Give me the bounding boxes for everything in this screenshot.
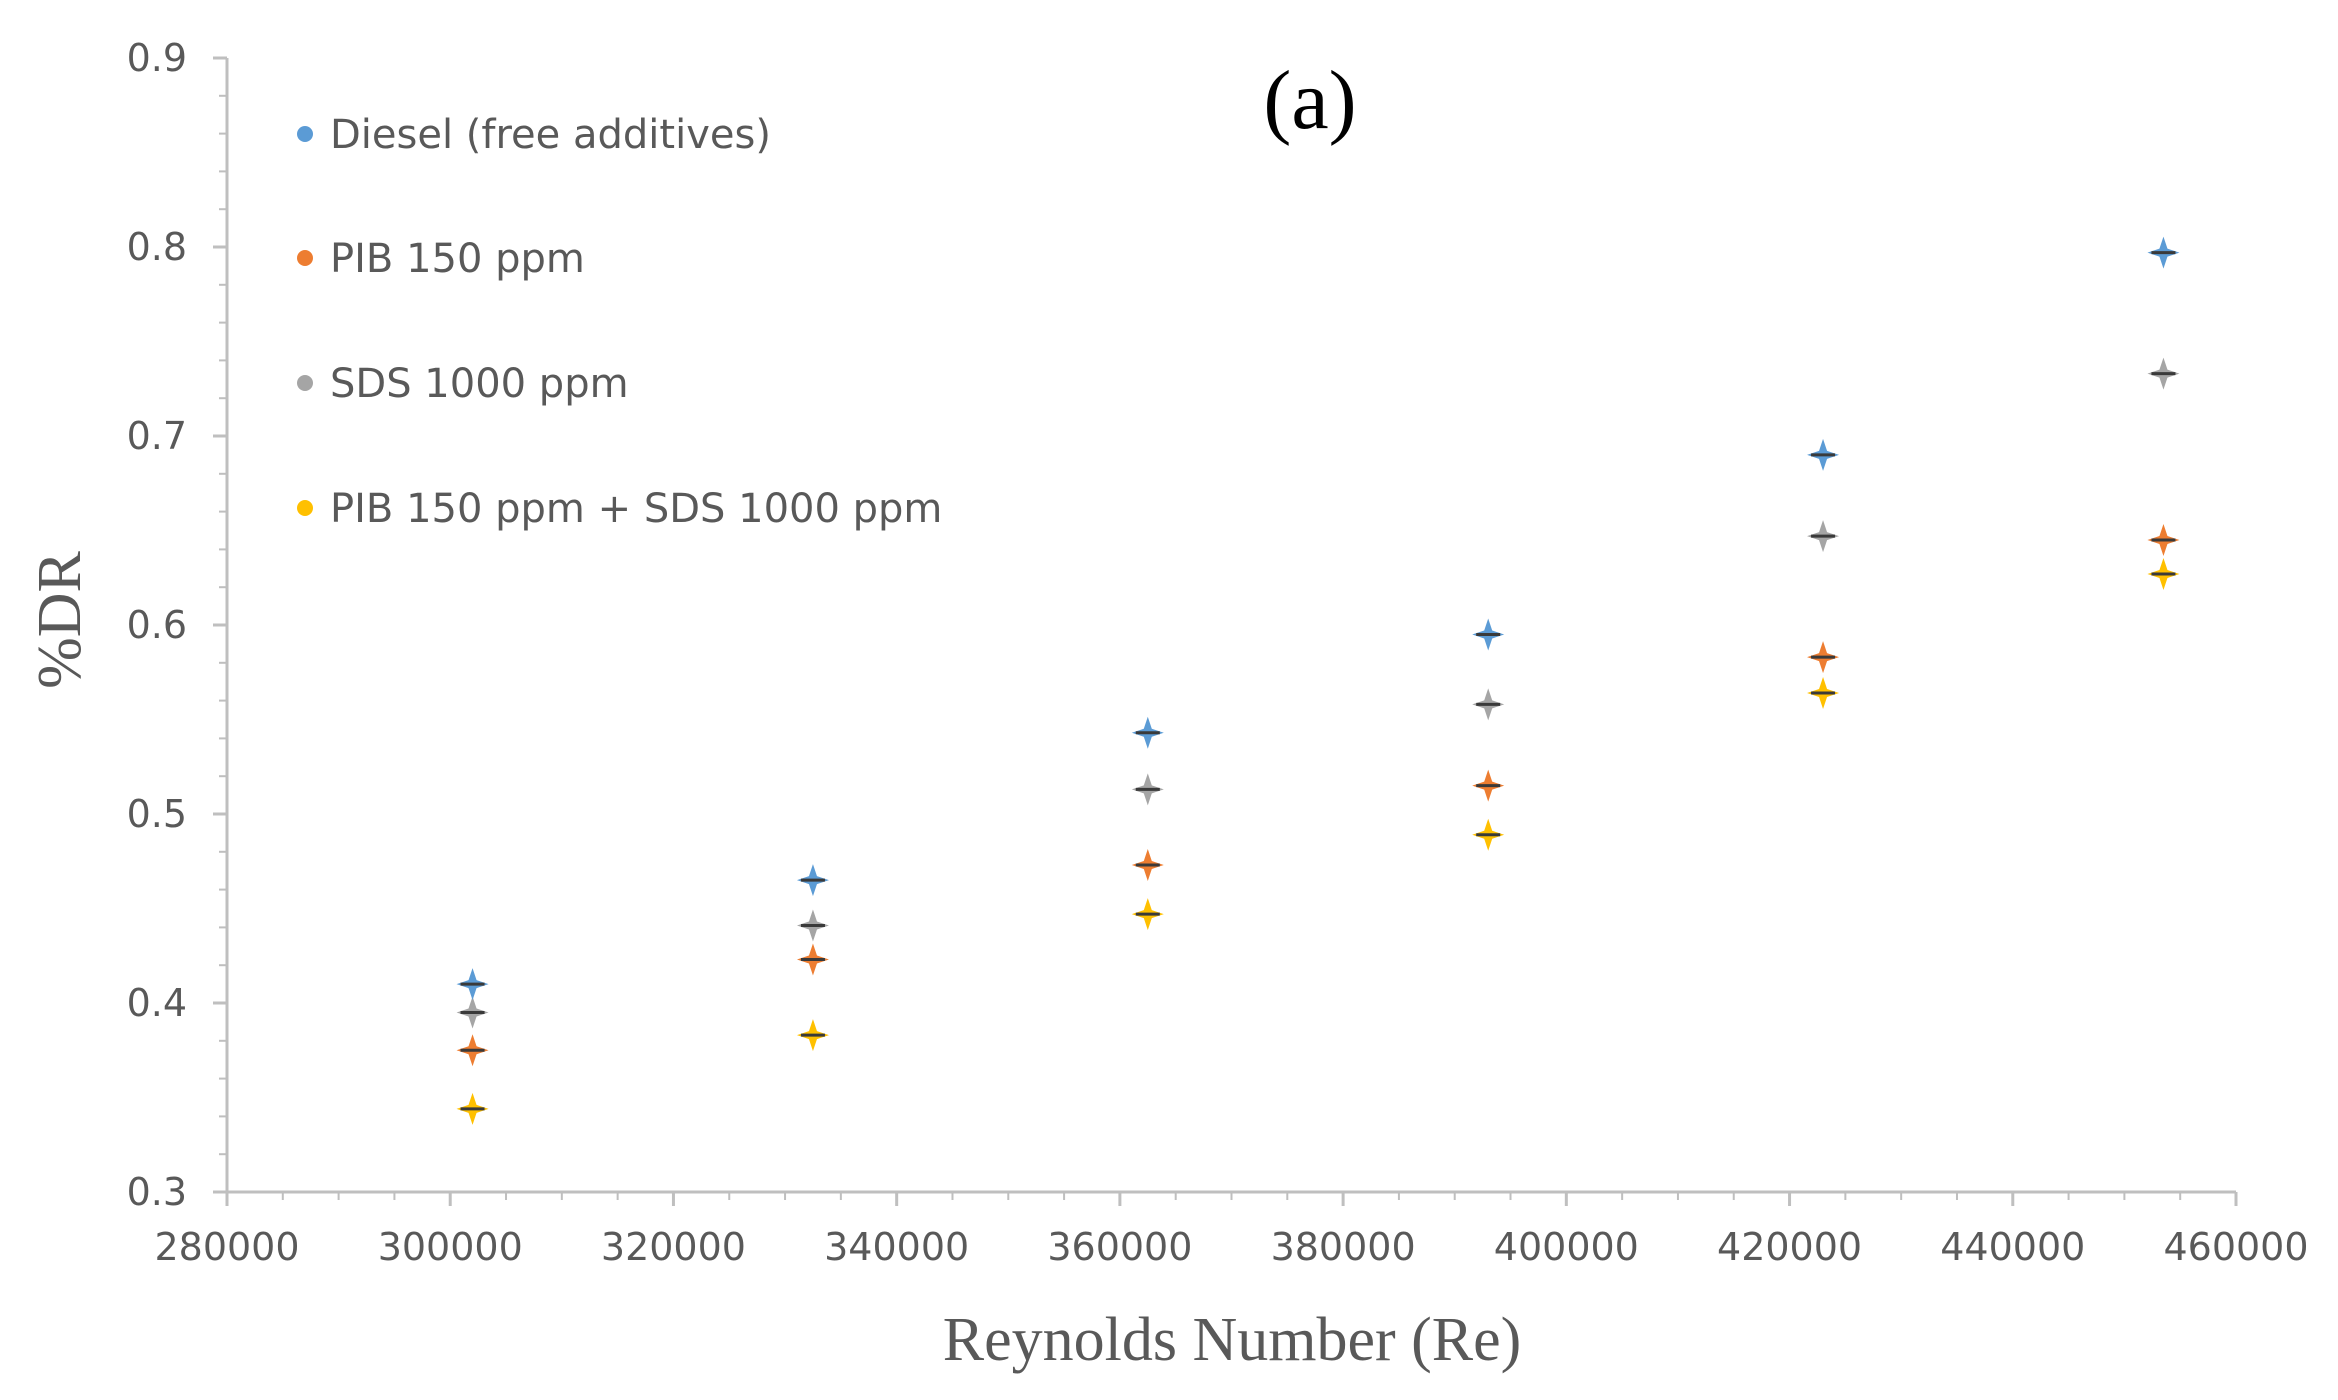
x-tick-label: 340000 (824, 1225, 969, 1269)
x-tick-marks (225, 1192, 2238, 1206)
data-points (456, 236, 2180, 1125)
x-tick-label: 420000 (1717, 1225, 1862, 1269)
y-tick-marks (213, 56, 227, 1194)
y-tick-label: 0.3 (127, 1170, 187, 1214)
y-tick-label: 0.9 (127, 36, 187, 80)
legend-label: PIB 150 ppm + SDS 1000 ppm (330, 486, 942, 532)
y-axis-title: %DR (26, 550, 94, 688)
x-tick-labels: 280000 300000 320000 340000 360000 380000 4000… (154, 1225, 2308, 1269)
legend-label: Diesel (free additives) (330, 112, 771, 158)
y-tick-label: 0.4 (127, 981, 187, 1025)
legend-label: PIB 150 ppm (330, 236, 585, 282)
x-tick-label: 400000 (1494, 1225, 1639, 1269)
y-tick-label: 0.7 (127, 414, 187, 458)
x-axis: 280000 300000 320000 340000 360000 380000 4000… (154, 1190, 2309, 1269)
legend-marker (297, 375, 313, 391)
legend-marker (297, 126, 313, 142)
y-tick-label: 0.8 (127, 225, 187, 269)
y-tick-labels: 0.3 0.4 0.5 0.6 0.7 0.8 0.9 (127, 36, 187, 1214)
x-tick-label: 320000 (601, 1225, 746, 1269)
x-tick-label: 440000 (1940, 1225, 2085, 1269)
x-tick-label: 360000 (1047, 1225, 1192, 1269)
y-tick-label: 0.6 (127, 603, 187, 647)
legend: Diesel (free additives) PIB 150 ppm SDS 10… (297, 112, 942, 532)
x-axis-title: Reynolds Number (Re) (943, 1306, 1522, 1374)
legend-label: SDS 1000 ppm (330, 361, 629, 407)
x-tick-label: 380000 (1271, 1225, 1416, 1269)
x-tick-label: 280000 (154, 1225, 299, 1269)
y-tick-label: 0.5 (127, 792, 187, 836)
legend-marker (297, 500, 313, 516)
legend-marker (297, 250, 313, 266)
x-tick-label: 300000 (378, 1225, 523, 1269)
y-axis: 0.3 0.4 0.5 0.6 0.7 0.8 0.9 (127, 36, 229, 1214)
x-tick-label: 460000 (2163, 1225, 2308, 1269)
panel-label: (a) (1263, 54, 1356, 147)
